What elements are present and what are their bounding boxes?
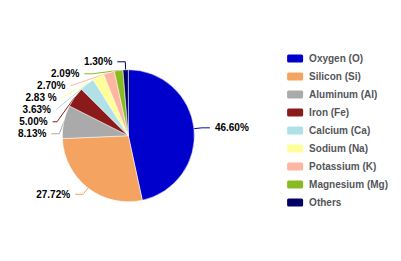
svg-text:Iron (Fe): Iron (Fe) xyxy=(309,107,349,118)
svg-text:Calcium (Ca): Calcium (Ca) xyxy=(309,125,370,136)
svg-text:Potassium (K): Potassium (K) xyxy=(309,161,376,172)
svg-text:Magnesium (Mg): Magnesium (Mg) xyxy=(309,179,388,190)
svg-text:8.13%: 8.13% xyxy=(18,128,46,139)
svg-text:Others: Others xyxy=(309,197,342,208)
svg-text:Oxygen (O): Oxygen (O) xyxy=(309,53,363,64)
svg-text:5.00%: 5.00% xyxy=(19,116,47,127)
svg-text:27.72%: 27.72% xyxy=(36,189,70,200)
svg-text:Aluminum (Al): Aluminum (Al) xyxy=(309,89,377,100)
svg-text:1.30%: 1.30% xyxy=(84,56,112,67)
svg-text:2.09%: 2.09% xyxy=(51,68,79,79)
svg-text:Silicon (Si): Silicon (Si) xyxy=(309,71,361,82)
svg-text:3.63%: 3.63% xyxy=(23,104,51,115)
svg-text:46.60%: 46.60% xyxy=(215,122,249,133)
svg-text:2.83 %: 2.83 % xyxy=(26,92,57,103)
svg-text:2.70%: 2.70% xyxy=(37,80,65,91)
svg-text:Sodium (Na): Sodium (Na) xyxy=(309,143,368,154)
